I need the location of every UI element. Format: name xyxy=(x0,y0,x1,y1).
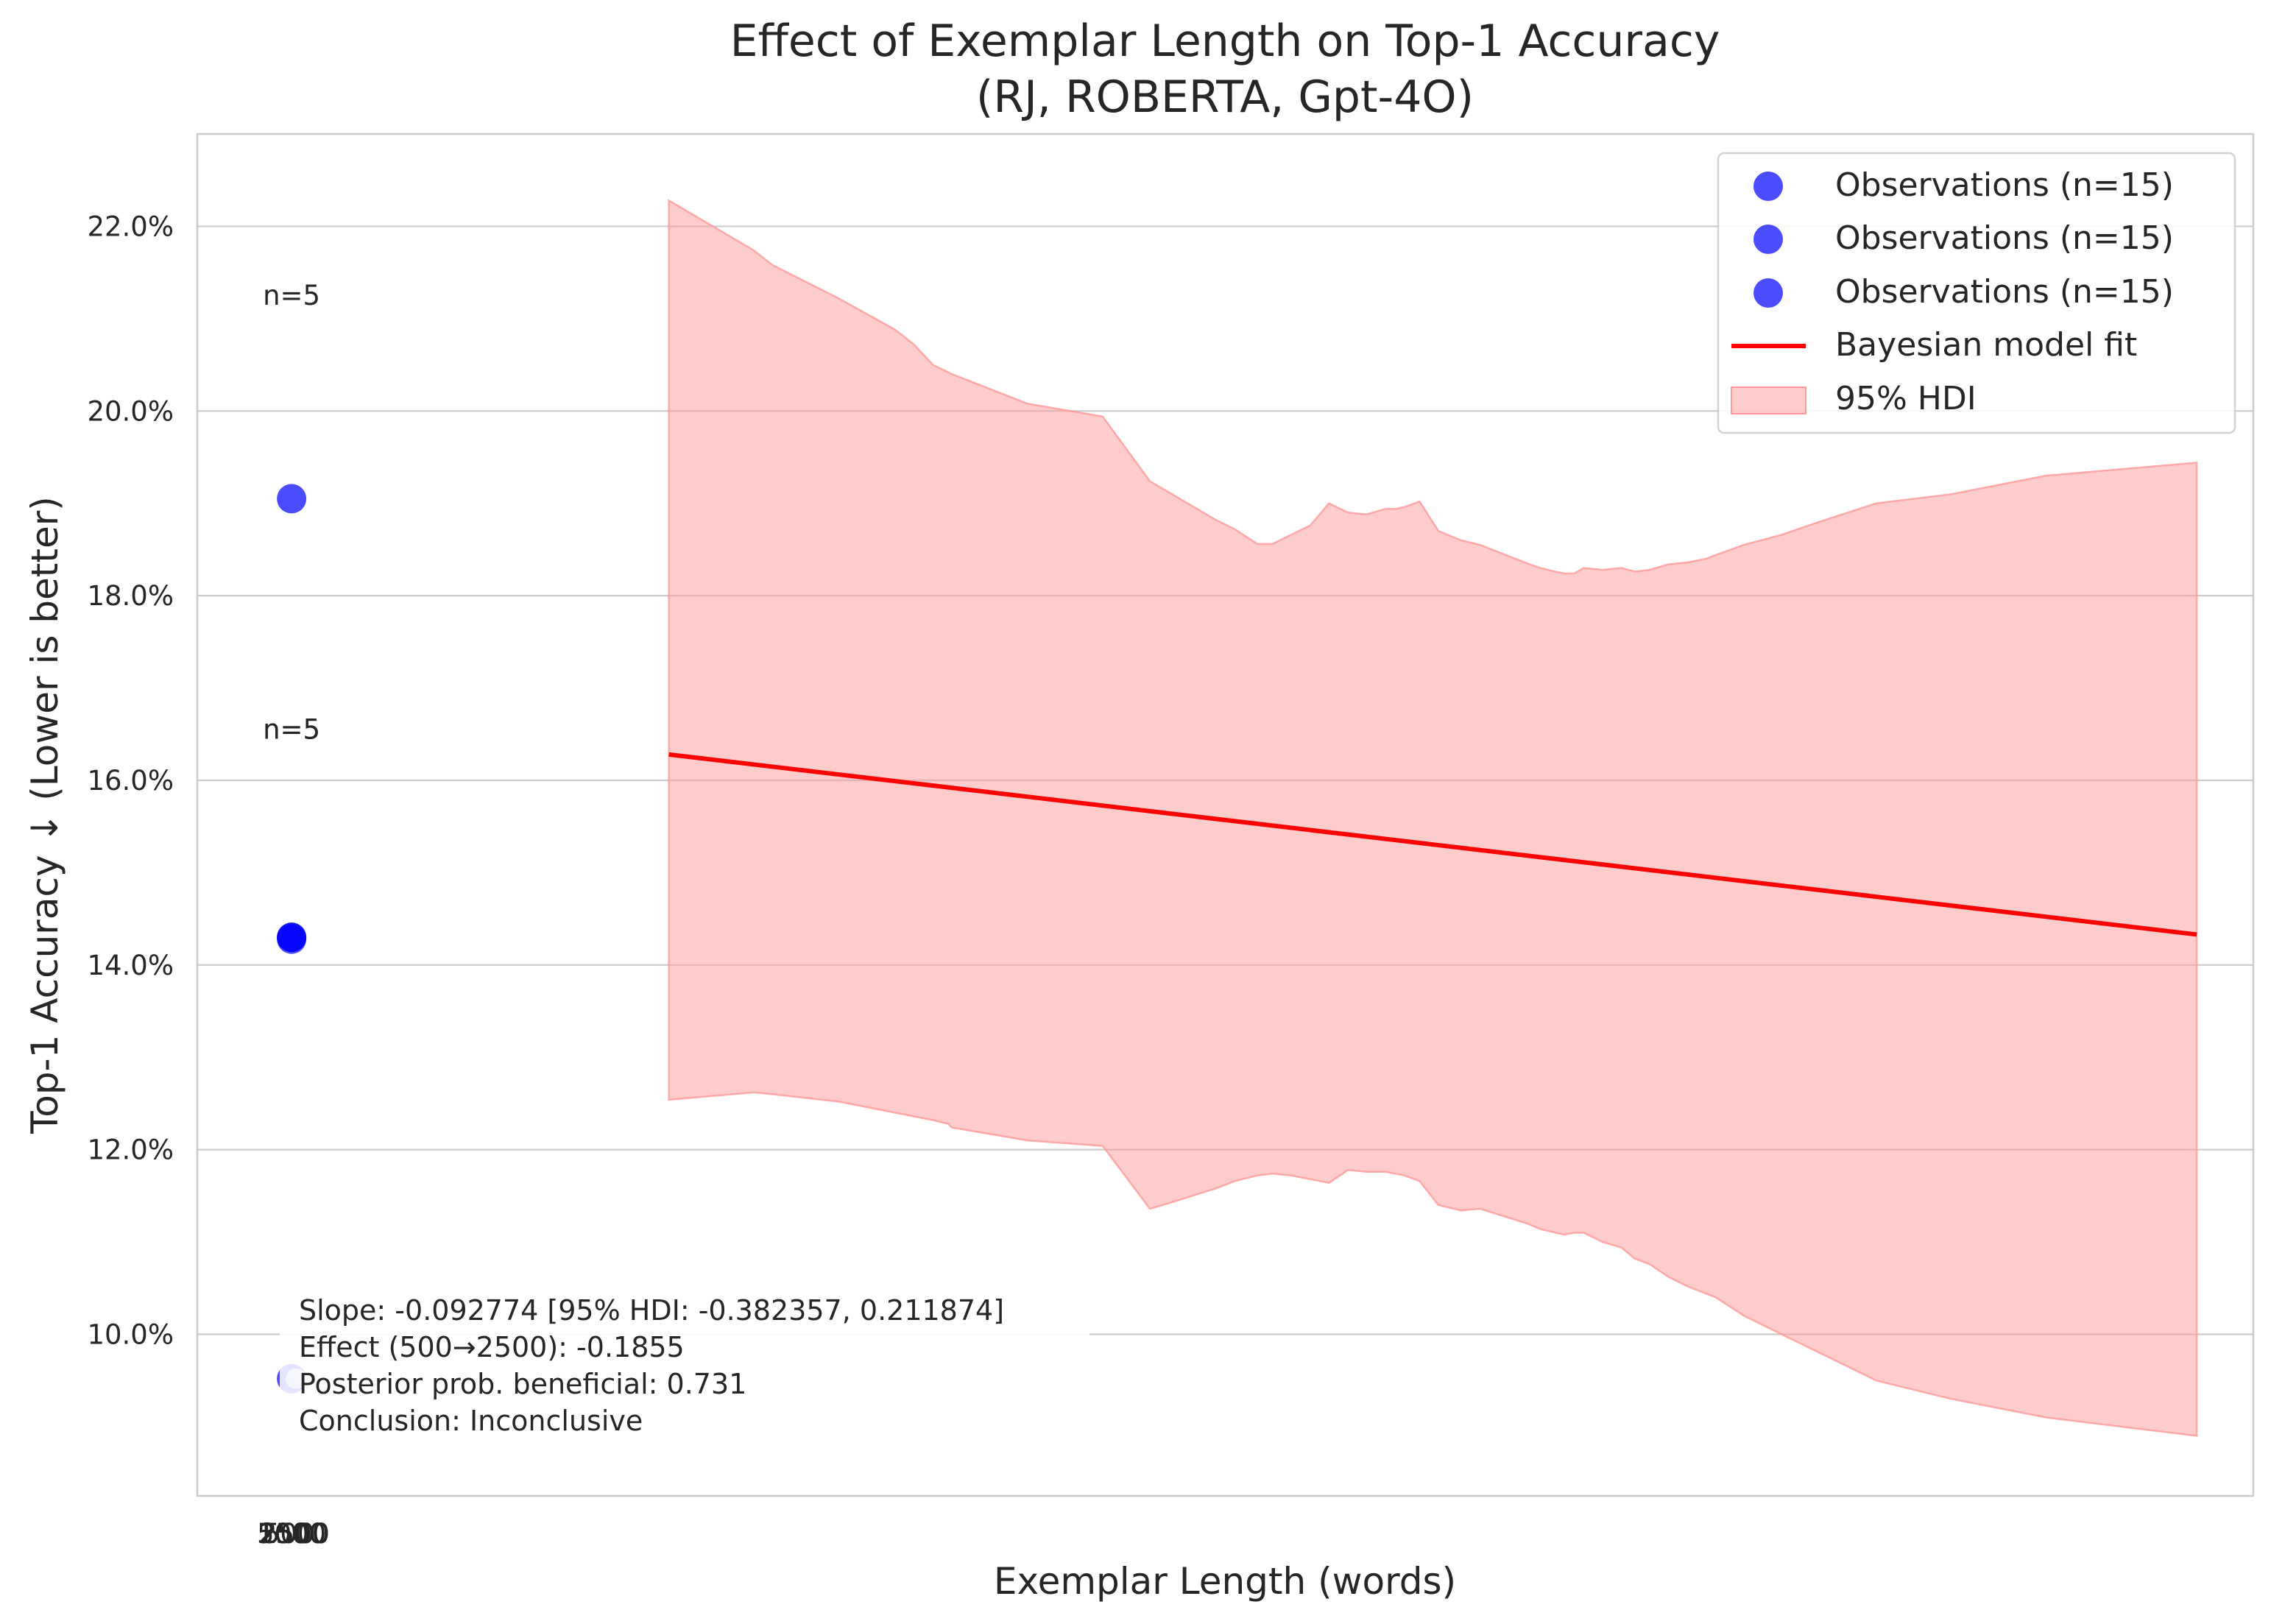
n-count-label: n=5 xyxy=(263,280,320,311)
x-axis-label: Exemplar Length (words) xyxy=(994,1560,1456,1603)
stats-line-posterior: Posterior prob. beneficial: 0.731 xyxy=(299,1368,746,1400)
chart-subtitle: (RJ, ROBERTA, Gpt-4O) xyxy=(976,71,1474,123)
fit-line-layer xyxy=(668,752,2197,937)
x-tick-label: 500 xyxy=(263,1518,315,1550)
y-axis-label: Top-1 Accuracy ↓ (Lower is better) xyxy=(24,496,66,1134)
n-count-label: n=5 xyxy=(263,714,320,746)
stats-line-conclusion: Conclusion: Inconclusive xyxy=(299,1405,643,1437)
y-tick-labels: 10.0% 12.0% 14.0% 16.0% 18.0% 20.0% 22.0% xyxy=(87,211,174,1350)
stats-box xyxy=(280,1286,1089,1441)
legend-frame xyxy=(1717,152,2236,434)
legend-label-hdi: 95% HDI xyxy=(1835,380,1977,417)
stats-line-slope: Slope: -0.092774 [95% HDI: -0.382357, 0.… xyxy=(299,1294,1004,1327)
legend-marker-hdi xyxy=(1731,386,1806,414)
legend-label-fit: Bayesian model fit xyxy=(1835,326,2137,364)
x-tick-label: 0 xyxy=(312,1518,330,1550)
legend: Observations (n=15) Observations (n=15) … xyxy=(1717,152,2236,434)
y-tick-label: 10.0% xyxy=(87,1319,174,1351)
y-tick-label: 18.0% xyxy=(87,580,174,612)
y-tick-label: 20.0% xyxy=(87,395,174,427)
n-count-labels: n=5n=5n=5 xyxy=(263,280,320,745)
y-tick-label: 22.0% xyxy=(87,211,174,242)
hdi-band-layer xyxy=(668,199,2198,1437)
chart-title: Effect of Exemplar Length on Top-1 Accur… xyxy=(730,15,1720,67)
n-count-label: n=5 xyxy=(263,714,320,746)
hdi-band xyxy=(668,199,2198,1437)
y-tick-label: 14.0% xyxy=(87,950,174,981)
model-fit-line xyxy=(668,752,2197,937)
x-tick-label: 2500 xyxy=(260,1518,329,1550)
stats-line-effect: Effect (500→2500): -0.1855 xyxy=(299,1331,685,1363)
y-tick-label: 12.0% xyxy=(87,1134,174,1166)
legend-marker-observations-3 xyxy=(1753,278,1783,308)
x-tick-label: 1000 xyxy=(257,1518,326,1550)
x-tick-label: 5000 xyxy=(257,1518,326,1550)
observation-point xyxy=(277,484,307,514)
x-tick-label: 250 xyxy=(258,1518,311,1550)
legend-label-observations-3: Observations (n=15) xyxy=(1835,273,2174,311)
observation-point xyxy=(277,922,307,953)
y-tick-label: 16.0% xyxy=(87,765,174,797)
legend-label-observations-2: Observations (n=15) xyxy=(1835,219,2174,257)
legend-marker-observations-2 xyxy=(1753,225,1783,254)
legend-label-observations-1: Observations (n=15) xyxy=(1835,166,2174,204)
legend-marker-observations-1 xyxy=(1753,172,1783,201)
